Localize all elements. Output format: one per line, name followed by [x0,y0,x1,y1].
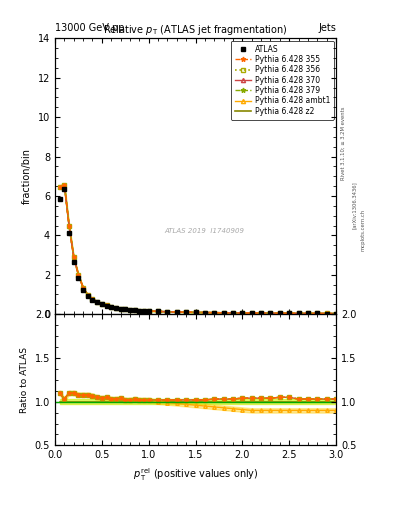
Text: [arXiv:1306.3436]: [arXiv:1306.3436] [352,181,357,229]
Text: 13000 GeV pp: 13000 GeV pp [55,23,125,33]
Text: Rivet 3.1.10; ≥ 3.2M events: Rivet 3.1.10; ≥ 3.2M events [341,106,346,180]
X-axis label: $p_{\rm\,T}^{\rm\,rel}$ (positive values only): $p_{\rm\,T}^{\rm\,rel}$ (positive values… [133,466,258,483]
Y-axis label: fraction/bin: fraction/bin [22,148,32,204]
Title: Relative $p_{\mathrm{T}}$ (ATLAS jet fragmentation): Relative $p_{\mathrm{T}}$ (ATLAS jet fra… [103,23,288,37]
Legend: ATLAS, Pythia 6.428 355, Pythia 6.428 356, Pythia 6.428 370, Pythia 6.428 379, P: ATLAS, Pythia 6.428 355, Pythia 6.428 35… [231,40,334,120]
Text: ATLAS 2019  I1740909: ATLAS 2019 I1740909 [164,228,244,234]
Y-axis label: Ratio to ATLAS: Ratio to ATLAS [20,347,29,413]
Text: Jets: Jets [318,23,336,33]
Text: mcplots.cern.ch: mcplots.cern.ch [361,209,366,251]
